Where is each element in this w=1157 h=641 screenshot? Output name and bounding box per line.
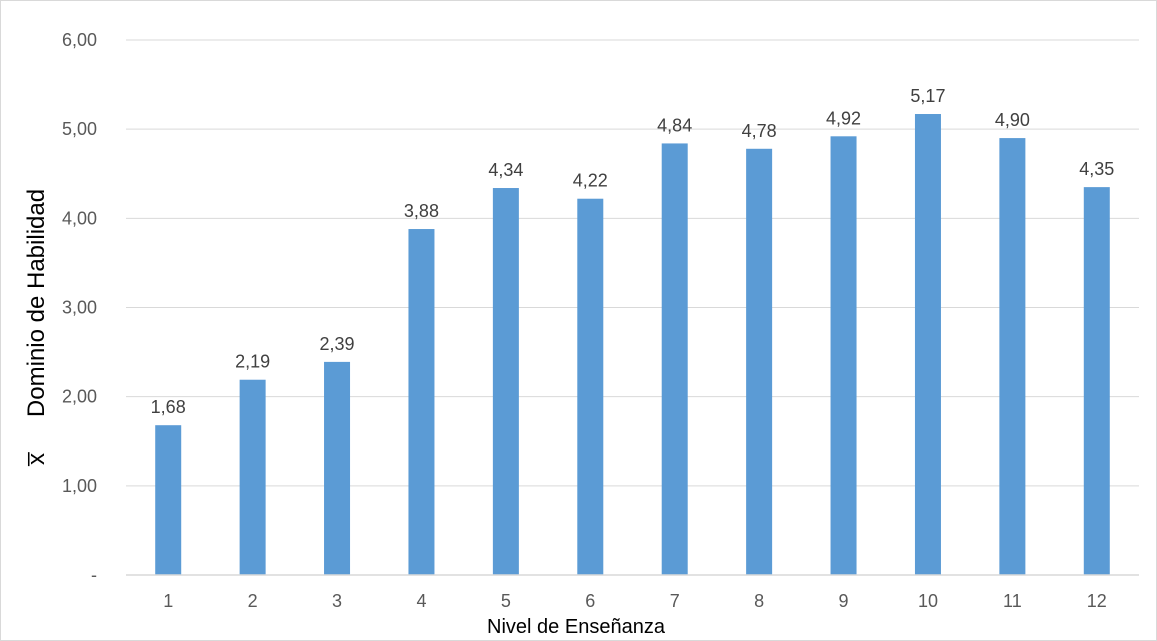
- y-tick-label: 3,00: [62, 298, 97, 318]
- data-label: 4,90: [995, 110, 1030, 130]
- data-label: 4,35: [1079, 159, 1114, 179]
- y-tick-label: 5,00: [62, 119, 97, 139]
- bar-4: [408, 229, 435, 576]
- data-label: 4,84: [657, 115, 692, 135]
- x-tick-label: 9: [839, 591, 849, 611]
- data-label: 4,78: [742, 121, 777, 141]
- bar-2: [239, 379, 266, 575]
- x-axis-title: Nivel de Enseñanza: [487, 616, 666, 638]
- y-tick-label: 2,00: [62, 387, 97, 407]
- data-label: 4,22: [573, 171, 608, 191]
- x-tick-label: 11: [1003, 591, 1022, 611]
- data-label: 2,39: [320, 334, 355, 354]
- y-tick-label: -: [91, 565, 97, 585]
- y-axis: - 1,00 2,00 3,00 4,00 5,00 6,00: [62, 30, 97, 585]
- x-tick-label: 3: [332, 591, 342, 611]
- x-tick-label: 10: [918, 591, 938, 611]
- x-tick-label: 12: [1087, 591, 1107, 611]
- x-tick-label: 5: [501, 591, 511, 611]
- bar-10: [914, 114, 941, 575]
- y-axis-title: Dominio de Habilidad: [23, 189, 50, 417]
- data-label: 2,19: [235, 352, 270, 372]
- x-axis: 1 2 3 4 5 6 7 8 9 10 11 12: [126, 574, 1139, 611]
- y-tick-label: 6,00: [62, 30, 97, 50]
- data-label: 5,17: [910, 86, 945, 106]
- data-label: 3,88: [404, 201, 439, 221]
- data-label: 4,92: [826, 108, 861, 128]
- data-label: 1,68: [151, 397, 186, 417]
- bar-9: [830, 136, 857, 576]
- bar-12: [1083, 187, 1110, 575]
- y-axis-title-group: x̅ Dominio de Habilidad: [23, 189, 50, 466]
- x-tick-label: 4: [416, 591, 426, 611]
- x-tick-label: 1: [163, 591, 173, 611]
- bar-5: [492, 188, 519, 575]
- data-label: 4,34: [488, 160, 523, 180]
- y-tick-label: 1,00: [62, 476, 97, 496]
- data-labels: 1,68 2,19 2,39 3,88 4,34 4,22 4,84 4,78 4,92 5,17…: [151, 86, 1115, 417]
- x-tick-label: 2: [248, 591, 258, 611]
- x-tick-label: 6: [585, 591, 595, 611]
- x-tick-label: 8: [754, 591, 764, 611]
- bars: [155, 114, 1110, 576]
- bar-7: [661, 143, 688, 575]
- gridlines: [126, 39, 1139, 487]
- y-tick-label: 4,00: [62, 208, 97, 228]
- bar-6: [577, 198, 604, 575]
- bar-3: [324, 361, 351, 575]
- bar-1: [155, 425, 182, 575]
- x-tick-label: 7: [670, 591, 680, 611]
- bar-11: [999, 138, 1026, 576]
- y-axis-symbol: x̅: [23, 452, 50, 466]
- bar-8: [746, 148, 773, 576]
